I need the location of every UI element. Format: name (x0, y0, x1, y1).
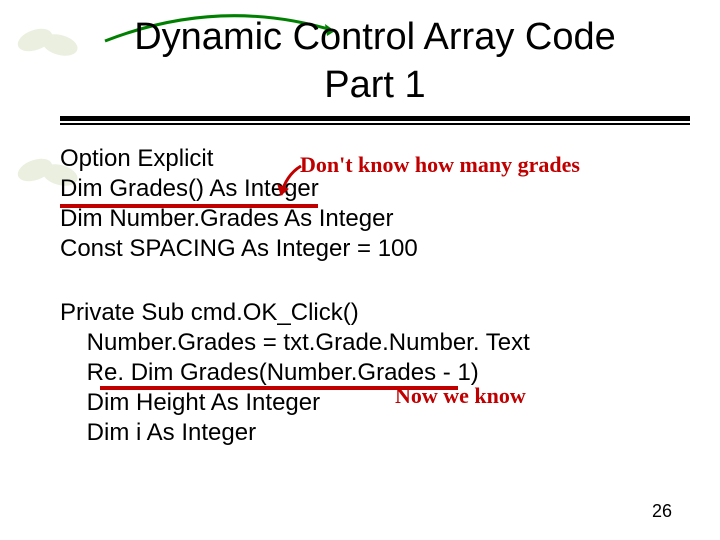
slide-title: Dynamic Control Array Code Part 1 (60, 14, 690, 109)
annotation-2: Now we know (395, 383, 526, 409)
red-underline-1 (60, 204, 318, 208)
page-number: 26 (652, 501, 672, 522)
annotation-1-arrow (276, 160, 306, 200)
title-line-2: Part 1 (60, 62, 690, 110)
code-line: Number.Grades = txt.Grade.Number. Text (60, 328, 530, 358)
title-underline-1 (60, 116, 690, 121)
code-line: Dim Grades() As Integer (60, 174, 418, 204)
code-line: Dim Number.Grades As Integer (60, 204, 418, 234)
code-line: Private Sub cmd.OK_Click() (60, 298, 530, 328)
code-block-2: Private Sub cmd.OK_Click() Number.Grades… (60, 298, 530, 448)
annotation-1: Don't know how many grades (300, 152, 580, 178)
title-line-1: Dynamic Control Array Code (60, 14, 690, 62)
code-line: Dim i As Integer (60, 418, 530, 448)
title-underline-2 (60, 123, 690, 125)
code-line: Const SPACING As Integer = 100 (60, 234, 418, 264)
